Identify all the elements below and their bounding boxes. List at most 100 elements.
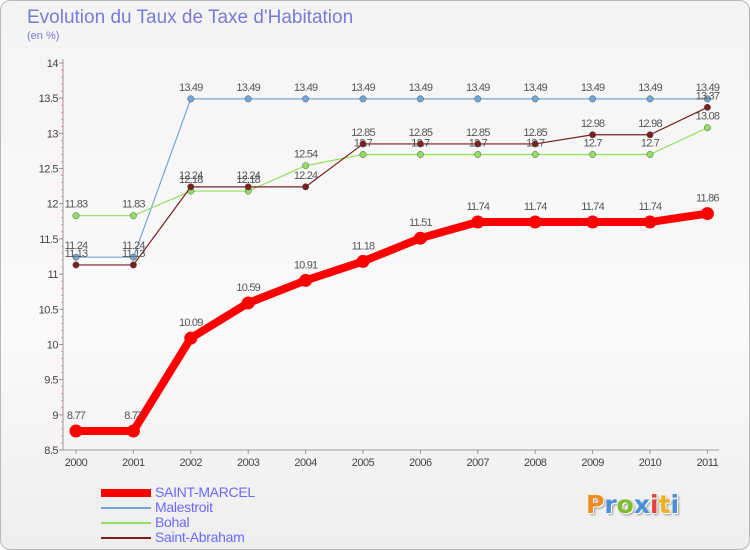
data-label: 12.24 (236, 170, 260, 182)
data-label: 11.18 (352, 240, 375, 252)
data-point (589, 131, 597, 139)
data-point (416, 95, 424, 103)
x-tick-label: 2001 (122, 457, 145, 469)
data-point (474, 95, 482, 103)
data-point (416, 151, 424, 158)
y-tick-label: 12 (47, 199, 59, 211)
data-point (299, 273, 313, 287)
legend-swatch (101, 522, 151, 524)
data-point (474, 140, 482, 148)
x-tick-label: 2000 (65, 457, 88, 469)
y-tick-label: 8.5 (44, 445, 58, 457)
data-point (72, 253, 80, 261)
logo-letter: x (633, 490, 650, 519)
data-point (69, 424, 83, 438)
data-label: 13.49 (236, 82, 260, 94)
data-label: 12.18 (179, 174, 203, 186)
series-line-malestroit (75, 98, 709, 258)
data-point (359, 95, 367, 103)
data-label: 11.24 (122, 240, 145, 252)
data-label: 11.74 (466, 201, 489, 213)
data-point (184, 331, 198, 345)
legend-swatch (101, 537, 151, 539)
data-point (129, 253, 137, 261)
data-label: 12.24 (294, 170, 318, 182)
legend-label: SAINT-MARCEL (155, 484, 255, 500)
x-tick-label: 2007 (467, 457, 490, 469)
data-label: 11.13 (65, 248, 88, 260)
data-point (187, 183, 195, 191)
data-point (72, 261, 80, 269)
chart-subtitle: (en %) (27, 30, 60, 42)
proxiti-logo: Proxiti (586, 490, 679, 519)
data-label: 11.51 (409, 217, 432, 229)
data-point (244, 95, 252, 103)
x-tick-label: 2008 (524, 457, 547, 469)
data-point (643, 215, 657, 229)
logo-letter: i (670, 490, 680, 519)
data-label: 13.49 (523, 82, 547, 94)
data-label: 11.86 (696, 193, 719, 205)
data-point (700, 207, 714, 221)
data-label: 12.85 (523, 127, 547, 139)
legend-swatch (101, 489, 151, 497)
data-label: 13.49 (466, 82, 490, 94)
data-label: 12.85 (409, 127, 433, 139)
data-label: 13.49 (351, 82, 375, 94)
logo-letter: t (658, 490, 671, 519)
data-point (531, 140, 539, 148)
data-point (302, 162, 310, 170)
data-point (646, 151, 654, 158)
data-point (589, 151, 597, 158)
x-tick-label: 2002 (180, 457, 203, 469)
data-point (302, 95, 310, 103)
logo-letter: r (604, 490, 617, 519)
data-point (586, 215, 600, 229)
data-label: 13.49 (179, 82, 203, 94)
data-label: 8.77 (67, 410, 86, 422)
legend-label: Saint-Abraham (155, 529, 245, 545)
y-tick-label: 12.5 (39, 164, 59, 176)
x-tick-label: 2011 (697, 457, 719, 469)
data-label: 11.83 (65, 199, 88, 211)
logo-letter: o (616, 490, 634, 519)
data-point (129, 212, 137, 220)
data-point (528, 215, 542, 229)
y-tick-label: 14 (47, 58, 59, 70)
x-tick-label: 2009 (581, 457, 604, 469)
data-label: 10.91 (294, 259, 318, 271)
x-tick-label: 2010 (639, 457, 662, 469)
x-tick-label: 2005 (352, 457, 375, 469)
data-point (72, 212, 80, 220)
data-label: 12.7 (583, 137, 602, 149)
logo-letter: i (650, 490, 659, 519)
data-point (413, 231, 427, 245)
data-label: 11.83 (122, 199, 145, 211)
data-point (589, 95, 597, 103)
data-label: 11.74 (639, 201, 662, 213)
data-label: 11.74 (524, 201, 547, 213)
data-label: 12.98 (581, 118, 605, 130)
data-label: 13.49 (696, 82, 720, 94)
y-tick-label: 13 (47, 128, 59, 140)
y-tick-label: 9.5 (44, 375, 58, 387)
y-tick-label: 11 (48, 269, 59, 281)
data-label: 12.85 (351, 127, 375, 139)
legend-label: Bohal (155, 514, 190, 530)
legend-label: Malestroit (155, 499, 213, 515)
data-label: 12.54 (294, 149, 318, 161)
data-label: 12.98 (638, 118, 662, 130)
data-label: 13.49 (409, 82, 433, 94)
series-line-saint-marcel (72, 209, 712, 436)
data-label: 11.74 (581, 201, 604, 213)
x-tick-label: 2006 (409, 457, 432, 469)
series-line-saint-abraham (75, 106, 709, 266)
data-point (359, 140, 367, 148)
data-point (471, 215, 485, 229)
legend-swatch (101, 507, 151, 509)
data-point (129, 261, 137, 269)
data-point (703, 103, 711, 111)
data-point (302, 183, 310, 191)
data-label: 12.24 (179, 170, 203, 182)
